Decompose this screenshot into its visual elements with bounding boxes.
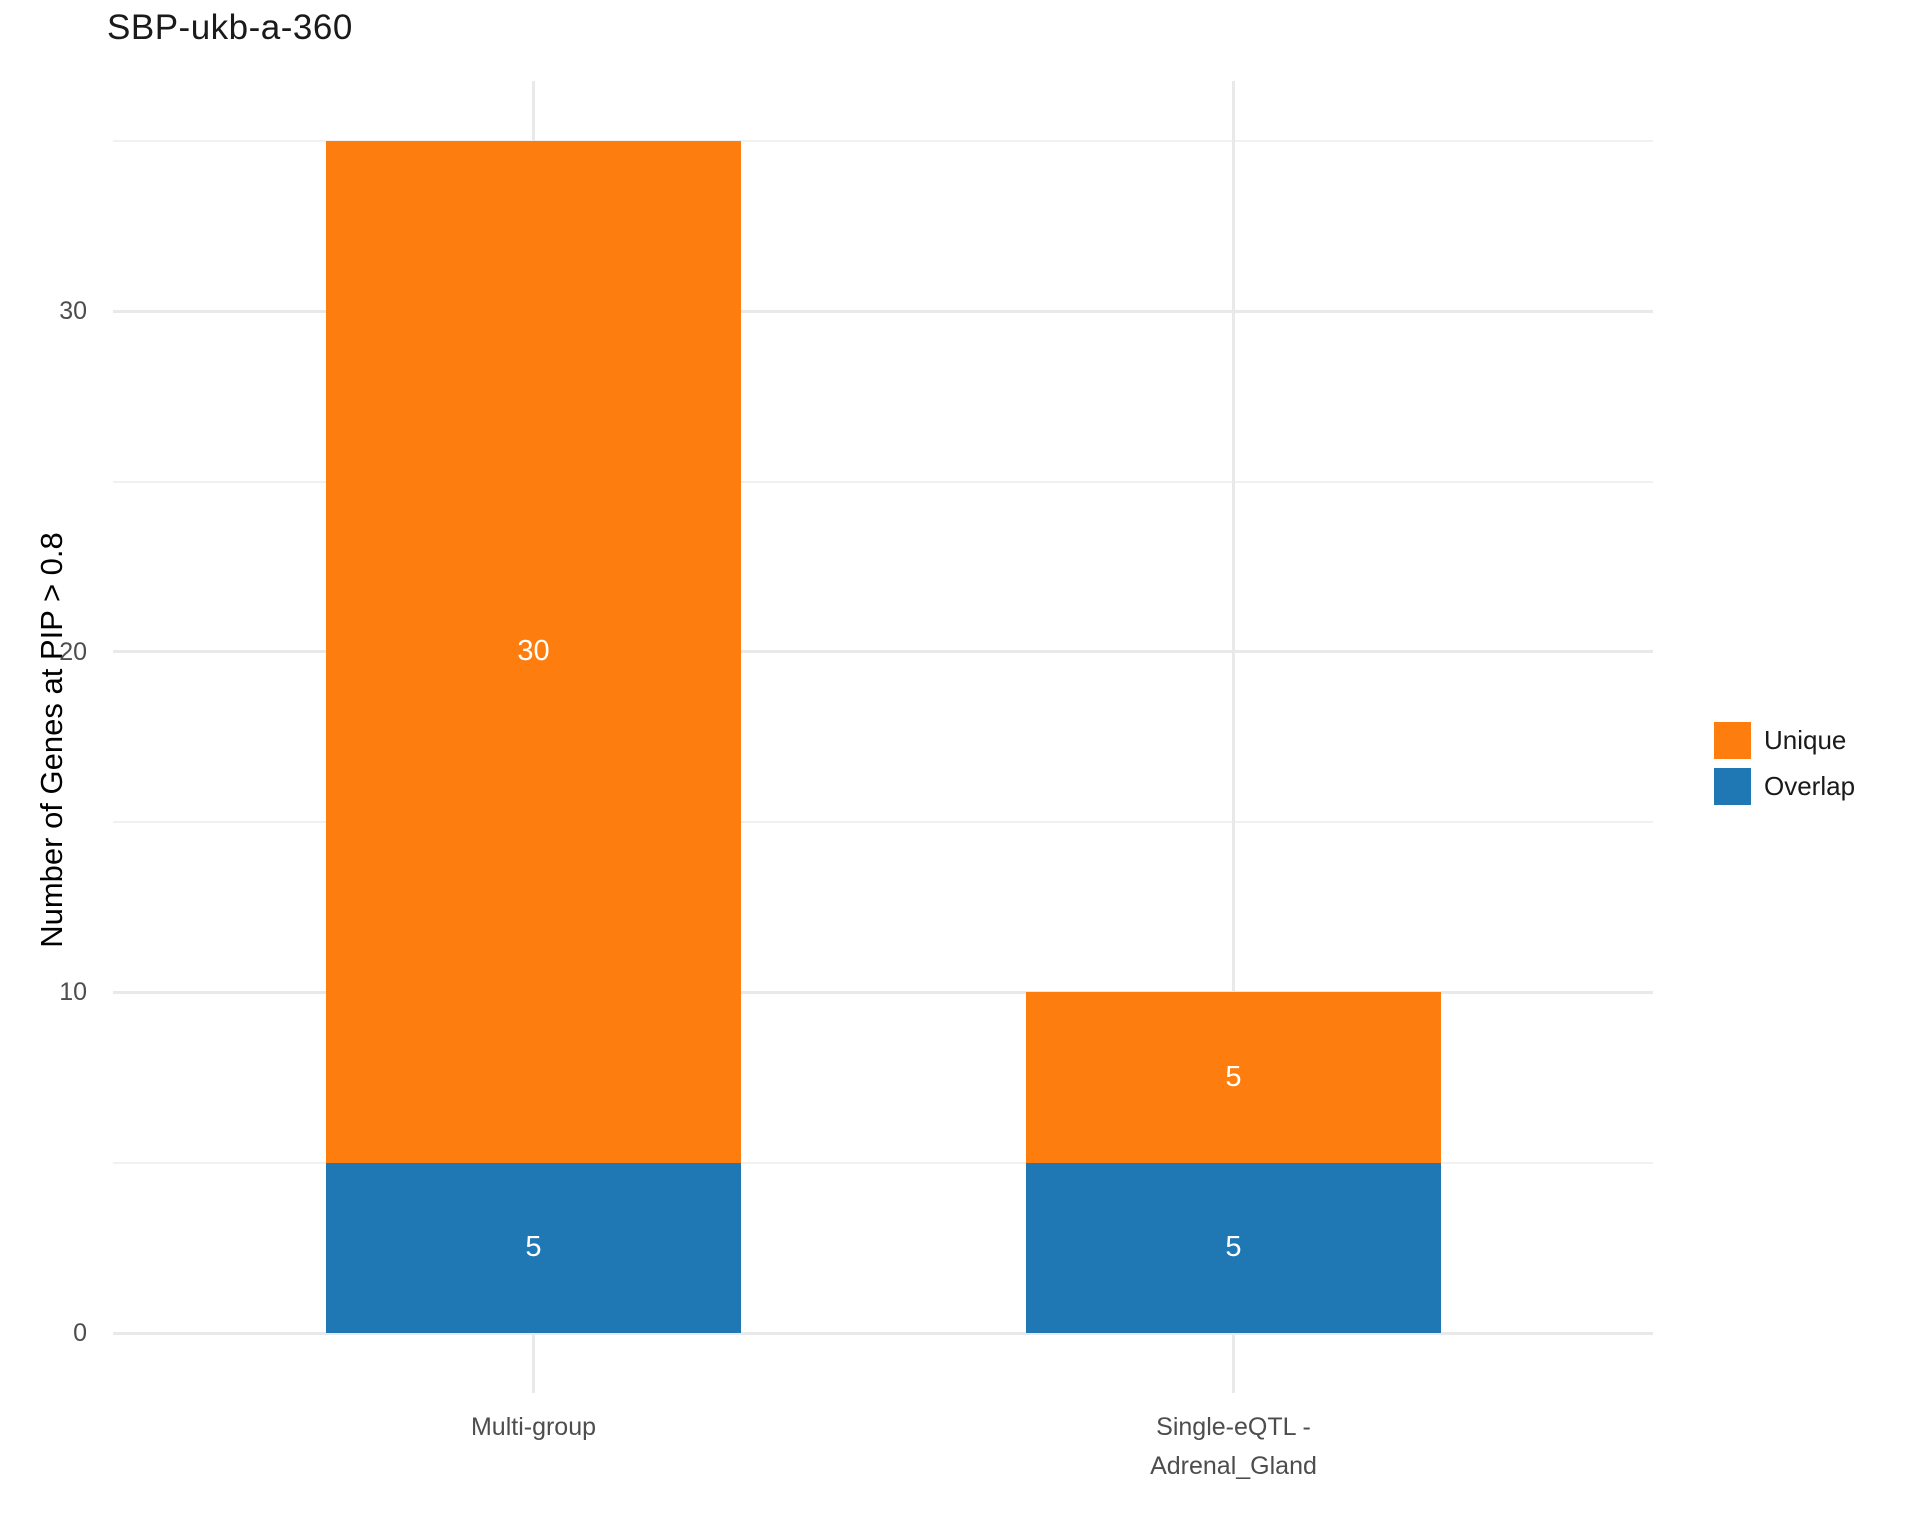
gridline-major-y20 — [113, 650, 1653, 654]
bar-value-label-overlap-cat1: 5 — [525, 1231, 542, 1264]
chart-title: SBP-ukb-a-360 — [107, 8, 353, 47]
bar-value-label-overlap-cat2: 5 — [1225, 1231, 1242, 1264]
y-axis-title: Number of Genes at PIP > 0.8 — [34, 532, 69, 948]
bar-segment-overlap-cat1 — [326, 1162, 741, 1333]
gridline-minor-y5 — [113, 1161, 1653, 1164]
y-tick-label-0: 0 — [73, 1319, 87, 1347]
legend: Unique Overlap — [1714, 722, 1855, 805]
y-tick-label-30: 30 — [59, 297, 87, 326]
bar-segment-overlap-cat2 — [1026, 1162, 1441, 1333]
gridline-major-y0 — [113, 1331, 1653, 1335]
gridline-vertical-cat2 — [1232, 81, 1235, 1393]
gridline-minor-y25 — [113, 480, 1653, 483]
legend-key-overlap-swatch — [1714, 768, 1751, 805]
y-tick-label-20: 20 — [59, 637, 87, 666]
legend-label-unique: Unique — [1764, 725, 1847, 755]
legend-row-overlap: Overlap — [1714, 768, 1855, 805]
x-tick-label-cat1: Multi-group — [470, 1413, 597, 1441]
gridline-major-y10 — [113, 990, 1653, 994]
bar-value-label-unique-cat1: 30 — [517, 635, 550, 668]
y-tick-label-10: 10 — [59, 978, 87, 1007]
gridline-minor-y35 — [113, 140, 1653, 142]
bar-segment-unique-cat1 — [326, 141, 741, 1163]
x-tick-label-cat2: Single-eQTL - Adrenal_Gland — [1150, 1413, 1317, 1480]
gridline-minor-y15 — [113, 821, 1653, 824]
legend-key-unique-swatch — [1714, 722, 1751, 759]
bar-value-label-unique-cat2: 5 — [1225, 1061, 1242, 1094]
legend-label-overlap: Overlap — [1764, 771, 1856, 801]
legend-row-unique: Unique — [1714, 722, 1855, 759]
bar-segment-unique-cat2 — [1026, 992, 1441, 1163]
gridline-major-y30 — [113, 309, 1653, 313]
